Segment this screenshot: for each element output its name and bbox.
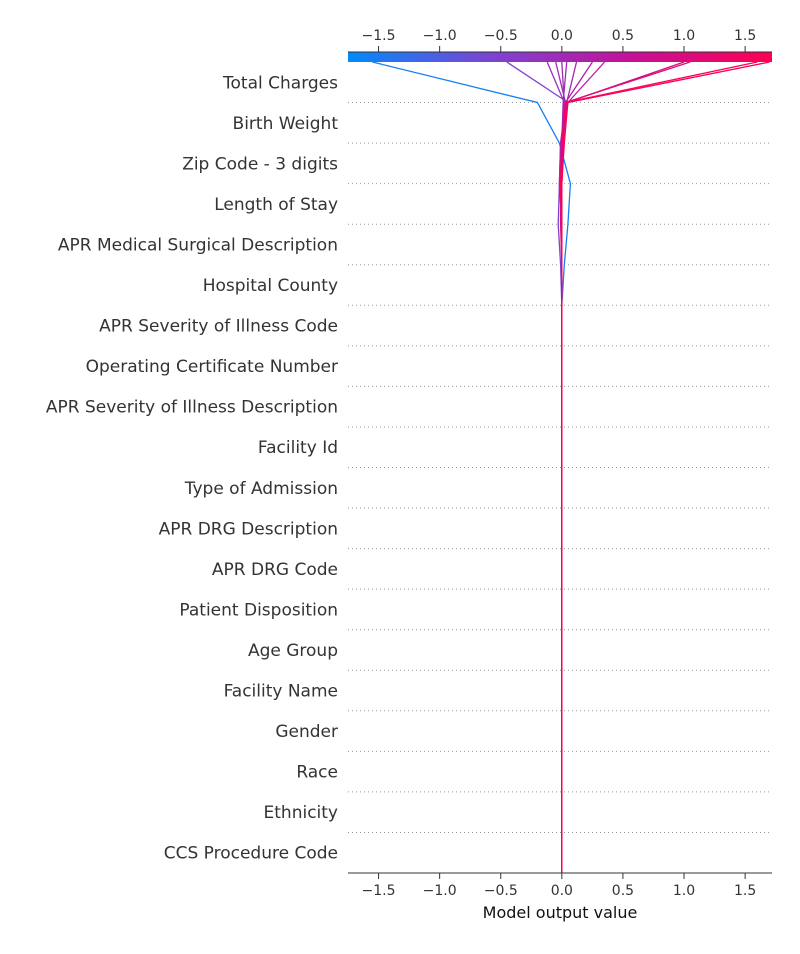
colorbar <box>348 52 772 62</box>
bottom-tick-label: 1.0 <box>673 883 695 899</box>
feature-label: Facility Id <box>258 438 338 458</box>
top-tick-label: 1.5 <box>734 28 756 44</box>
bottom-tick-label: 1.5 <box>734 883 756 899</box>
feature-label: Age Group <box>248 641 338 661</box>
decision-line <box>561 61 770 873</box>
decision-line <box>561 61 691 873</box>
feature-label: APR DRG Description <box>159 519 338 539</box>
feature-label: Length of Stay <box>214 195 338 215</box>
feature-label: Patient Disposition <box>179 600 338 620</box>
decision-line <box>559 61 758 873</box>
feature-label: Type of Admission <box>184 479 338 499</box>
feature-label: Operating Certificate Number <box>86 357 338 377</box>
feature-label: APR Severity of Illness Code <box>99 317 338 337</box>
x-axis-title: Model output value <box>483 903 638 922</box>
feature-label: APR Severity of Illness Description <box>46 398 338 418</box>
decision-line <box>559 61 606 873</box>
feature-label: APR DRG Code <box>212 560 338 580</box>
bottom-tick-label: −0.5 <box>484 883 518 899</box>
top-tick-label: 0.5 <box>612 28 634 44</box>
feature-label: Gender <box>275 722 338 742</box>
feature-labels: Total Charges Birth Weight Zip Code - 3 di… <box>46 73 338 863</box>
top-tick-label: −1.0 <box>423 28 457 44</box>
top-tick-label: −0.5 <box>484 28 518 44</box>
feature-label: Hospital County <box>203 276 338 296</box>
decision-line <box>506 61 569 873</box>
feature-label: Zip Code - 3 digits <box>182 154 338 174</box>
feature-label: Facility Name <box>224 682 338 702</box>
feature-label: CCS Procedure Code <box>164 844 338 864</box>
bottom-tick-label: −1.5 <box>362 883 396 899</box>
decision-line <box>559 61 685 873</box>
bottom-tick-label: −1.0 <box>423 883 457 899</box>
feature-label: Race <box>296 763 338 783</box>
axes: −1.5 −1.5 −1.0 −1.0 −0.5 −0.5 0.0 0.0 0.5 0.5 1.0 1… <box>348 28 772 899</box>
feature-label: Ethnicity <box>264 803 338 823</box>
feature-label: Total Charges <box>222 73 338 93</box>
top-tick-label: 1.0 <box>673 28 695 44</box>
feature-label: Birth Weight <box>233 114 339 134</box>
top-tick-label: −1.5 <box>362 28 396 44</box>
feature-label: APR Medical Surgical Description <box>58 235 338 255</box>
top-tick-label: 0.0 <box>551 28 573 44</box>
decision-lines <box>372 61 770 873</box>
bottom-tick-label: 0.0 <box>551 883 573 899</box>
bottom-tick-label: 0.5 <box>612 883 634 899</box>
